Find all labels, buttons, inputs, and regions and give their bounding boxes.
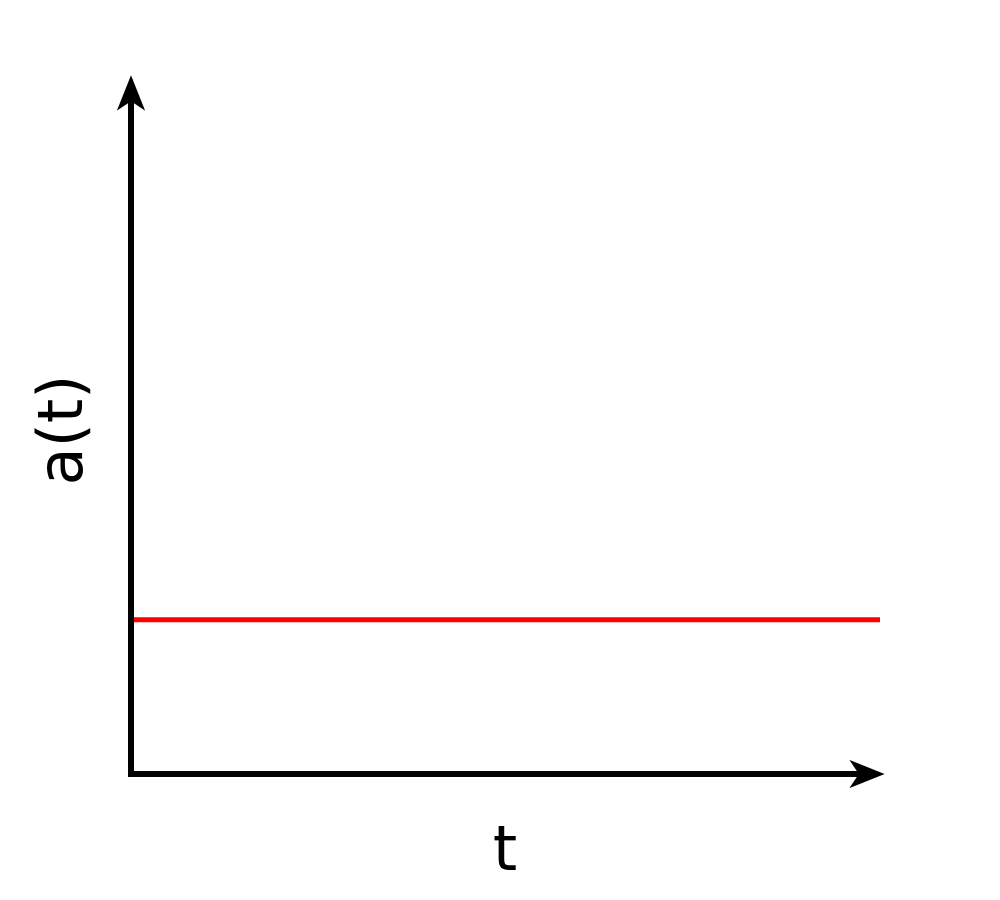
x-axis-arrow-icon <box>849 759 885 789</box>
axes <box>116 75 885 789</box>
x-axis-label: t <box>493 812 517 885</box>
y-axis-arrow-icon <box>116 75 146 111</box>
y-axis-label: a(t) <box>24 375 97 486</box>
